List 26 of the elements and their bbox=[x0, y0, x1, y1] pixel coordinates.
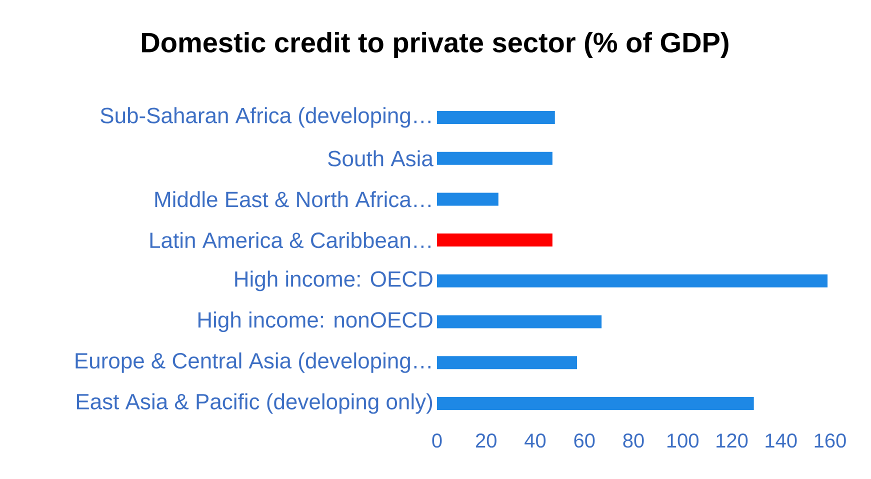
bar bbox=[437, 234, 552, 247]
bar bbox=[437, 110, 555, 124]
x-tick-label: 40 bbox=[524, 434, 546, 448]
x-tick-label: 20 bbox=[476, 434, 496, 448]
y-tick-label: Sub-Saharan Africa (developing… bbox=[100, 107, 430, 128]
bar bbox=[437, 315, 602, 328]
chart-title: Domestic credit to private sector (% of GDP) bbox=[142, 32, 728, 58]
x-tick-label: 0 bbox=[432, 434, 442, 448]
y-tick-label: Middle East & North Africa… bbox=[155, 191, 430, 208]
y-tick-label: East Asia & Pacific (developing only) bbox=[76, 393, 432, 414]
x-tick-label: 120 bbox=[716, 434, 748, 448]
y-tick-label: Europe & Central Asia (developing… bbox=[76, 352, 430, 373]
bar bbox=[437, 152, 552, 165]
y-tick-label: South Asia bbox=[328, 150, 434, 166]
x-tick-label: 80 bbox=[623, 434, 644, 448]
y-tick-label: Latin America & Caribbean… bbox=[150, 232, 430, 248]
x-tick-label: 100 bbox=[667, 434, 699, 448]
bar bbox=[437, 274, 828, 288]
bar bbox=[437, 356, 577, 370]
x-tick-label: 60 bbox=[574, 434, 595, 448]
x-tick-label: 140 bbox=[766, 434, 797, 448]
y-tick-label: High income: nonOECD bbox=[198, 312, 432, 332]
x-tick-label: 160 bbox=[814, 434, 846, 448]
y-tick-label: High income: OECD bbox=[235, 270, 432, 292]
bar bbox=[437, 397, 754, 410]
bar bbox=[437, 192, 498, 206]
